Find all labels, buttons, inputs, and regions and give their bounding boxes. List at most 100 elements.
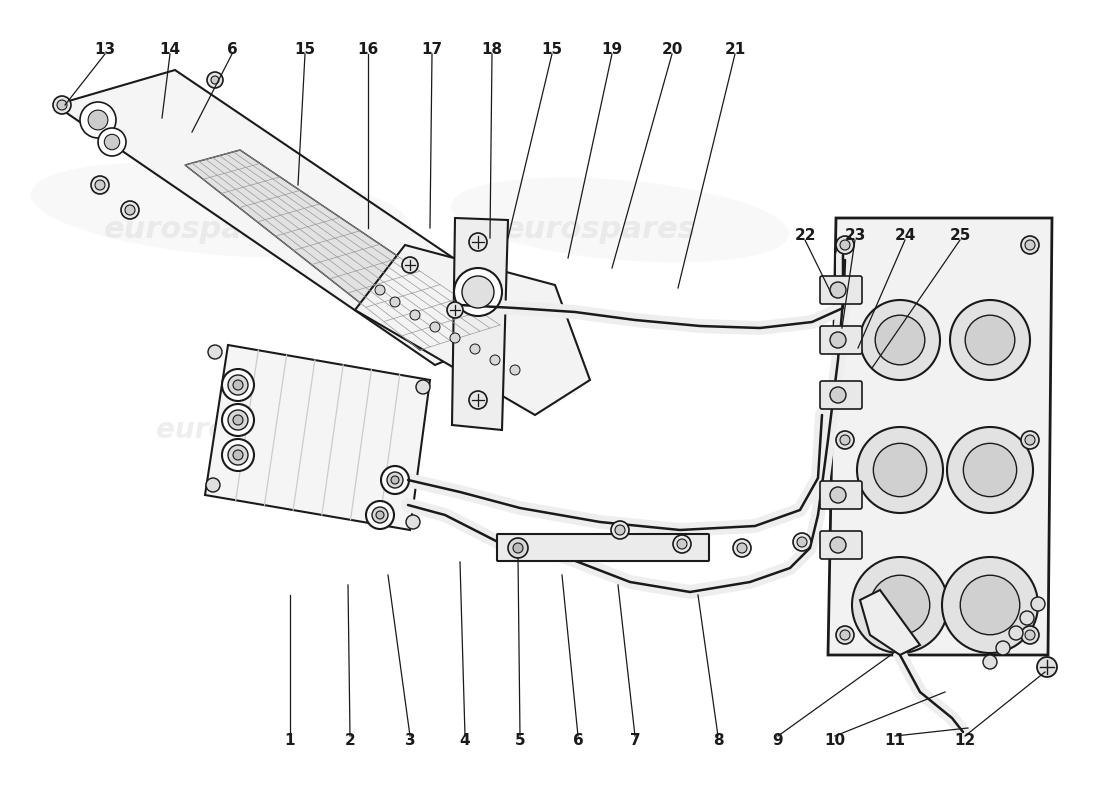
Circle shape [233,450,243,460]
Text: eurospares: eurospares [103,215,296,245]
Circle shape [222,404,254,436]
Polygon shape [205,345,430,530]
Circle shape [381,466,409,494]
Circle shape [447,302,463,318]
Circle shape [733,539,751,557]
Text: eurospares: eurospares [504,215,696,245]
Text: 11: 11 [884,733,905,748]
Text: 2: 2 [344,733,355,748]
Polygon shape [55,70,544,365]
Circle shape [490,355,500,365]
Circle shape [233,380,243,390]
Circle shape [366,501,394,529]
Circle shape [454,268,502,316]
Circle shape [372,507,388,523]
Circle shape [860,300,940,380]
Circle shape [950,300,1030,380]
Circle shape [840,435,850,445]
Circle shape [222,369,254,401]
Circle shape [840,630,850,640]
Circle shape [206,478,220,492]
Circle shape [469,391,487,409]
Text: 20: 20 [661,42,683,57]
Circle shape [870,575,930,634]
Circle shape [1025,435,1035,445]
Circle shape [376,511,384,519]
Circle shape [737,543,747,553]
Circle shape [965,315,1015,365]
Circle shape [406,515,420,529]
Ellipse shape [451,178,790,262]
Circle shape [793,533,811,551]
Circle shape [873,443,926,497]
Circle shape [57,100,67,110]
Text: 15: 15 [541,42,562,57]
Polygon shape [452,218,508,430]
Polygon shape [185,150,501,350]
Circle shape [830,387,846,403]
Circle shape [830,487,846,503]
FancyBboxPatch shape [820,326,862,354]
Circle shape [91,176,109,194]
FancyBboxPatch shape [820,531,862,559]
Circle shape [857,427,943,513]
Circle shape [228,375,248,395]
Circle shape [98,128,126,156]
Ellipse shape [31,162,409,258]
Circle shape [964,443,1016,497]
Circle shape [960,575,1020,634]
Text: 21: 21 [725,42,746,57]
Polygon shape [828,218,1052,655]
Text: 10: 10 [824,733,846,748]
Circle shape [510,365,520,375]
Circle shape [615,525,625,535]
Circle shape [1025,630,1035,640]
Text: euros: euros [156,416,244,444]
Circle shape [470,344,480,354]
Circle shape [390,297,400,307]
Circle shape [1031,597,1045,611]
Circle shape [53,96,72,114]
FancyBboxPatch shape [820,381,862,409]
Circle shape [836,431,854,449]
Circle shape [402,257,418,273]
Circle shape [1021,236,1040,254]
Text: 6: 6 [573,733,583,748]
Circle shape [121,201,139,219]
Text: 15: 15 [295,42,316,57]
Text: 8: 8 [713,733,724,748]
Circle shape [942,557,1038,653]
Text: 13: 13 [95,42,116,57]
Circle shape [228,445,248,465]
Circle shape [830,282,846,298]
Circle shape [1009,626,1023,640]
Circle shape [410,310,420,320]
Text: 19: 19 [602,42,623,57]
Circle shape [996,641,1010,655]
Circle shape [390,476,399,484]
Circle shape [1021,626,1040,644]
Circle shape [416,380,430,394]
Circle shape [1020,611,1034,625]
Text: 17: 17 [421,42,442,57]
Text: 14: 14 [160,42,180,57]
Circle shape [104,134,120,150]
Text: 7: 7 [629,733,640,748]
Circle shape [211,76,219,84]
Circle shape [1021,431,1040,449]
Circle shape [228,410,248,430]
Circle shape [983,655,997,669]
Circle shape [508,538,528,558]
Text: 23: 23 [845,228,866,243]
Circle shape [836,626,854,644]
Circle shape [1037,657,1057,677]
Circle shape [830,332,846,348]
Text: 12: 12 [955,733,976,748]
Polygon shape [860,590,920,655]
Circle shape [80,102,116,138]
Polygon shape [355,245,590,415]
Circle shape [207,72,223,88]
Circle shape [222,439,254,471]
Circle shape [513,543,522,553]
Circle shape [836,236,854,254]
